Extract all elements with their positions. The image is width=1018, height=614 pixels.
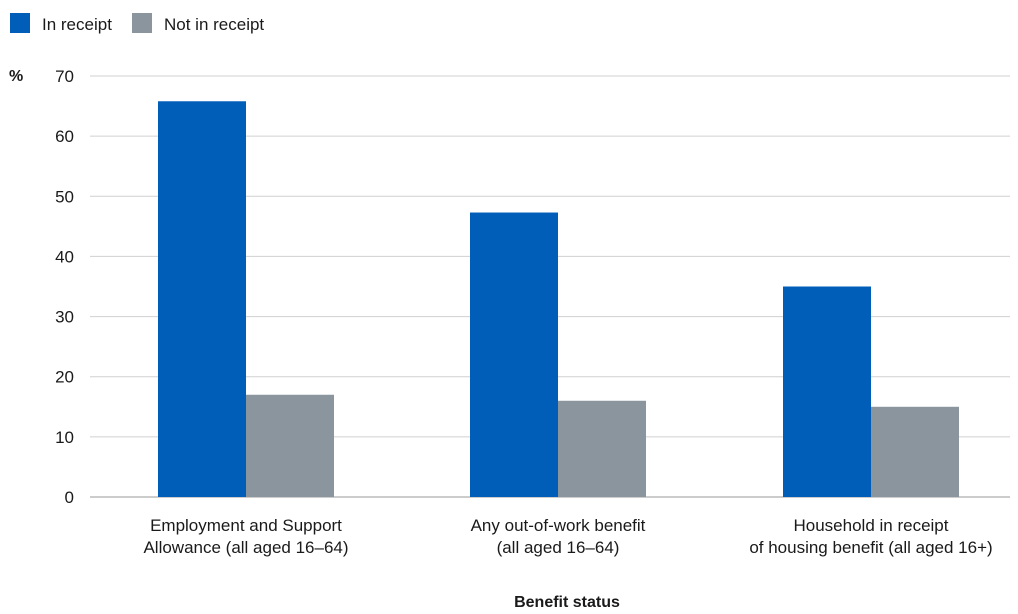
y-tick-label-70: 70	[55, 67, 74, 86]
y-tick-label-40: 40	[55, 247, 74, 266]
x-category-label-0: Employment and Support Allowance (all age…	[143, 516, 348, 557]
legend-swatch-0	[10, 13, 30, 33]
legend: In receipt Not in receipt	[10, 13, 264, 34]
bar-not-in-receipt-1	[558, 400, 646, 497]
x-category-label-1: Any out-of-work benefit (all aged 16–64)	[471, 516, 646, 557]
bar-not-in-receipt-2	[871, 406, 959, 497]
y-tick-label-20: 20	[55, 368, 74, 387]
x-axis-categories: Employment and Support Allowance (all age…	[143, 516, 992, 557]
bar-in-receipt-1	[470, 212, 558, 497]
y-tick-label-60: 60	[55, 127, 74, 146]
y-axis-ticks: 0 10 20 30 40 50 60 70	[55, 67, 74, 507]
legend-swatch-1	[132, 13, 152, 33]
x-axis-title: Benefit status	[514, 594, 620, 611]
bar-not-in-receipt-0	[246, 394, 334, 497]
x-category-label-2: Household in receipt of housing benefit (…	[749, 516, 992, 557]
bar-in-receipt-0	[158, 101, 246, 497]
y-tick-label-0: 0	[65, 488, 74, 507]
legend-label-1: Not in receipt	[164, 15, 264, 34]
bar-in-receipt-2	[783, 286, 871, 497]
y-tick-label-50: 50	[55, 187, 74, 206]
y-axis-unit-label: %	[9, 68, 23, 85]
bars	[158, 101, 959, 497]
y-tick-label-10: 10	[55, 428, 74, 447]
y-tick-label-30: 30	[55, 308, 74, 327]
legend-label-0: In receipt	[42, 15, 112, 34]
